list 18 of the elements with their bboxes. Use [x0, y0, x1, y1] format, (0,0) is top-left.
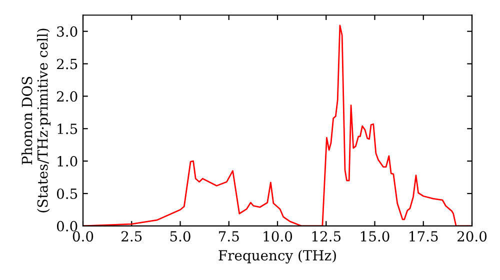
y-tick-label: 3.0	[57, 26, 78, 37]
x-tick-label: 2.5	[122, 231, 142, 242]
x-tick-label: 15.0	[360, 231, 390, 242]
y-tick-label: 1.5	[58, 124, 78, 134]
x-tick-label: 20.0	[457, 231, 487, 242]
x-tick-label: 7.5	[219, 231, 239, 242]
y-axis-title: Phonon DOS (States/THz·primitive cell)	[22, 28, 50, 212]
x-axis-title: Frequency (THz)	[218, 250, 336, 264]
x-tick-label: 5.0	[170, 231, 190, 242]
y-tick-label: 2.5	[56, 58, 78, 70]
x-tick-label: 0.0	[72, 231, 94, 242]
y-tick-label: 0.0	[56, 220, 78, 232]
y-tick-label: 0.5	[56, 188, 78, 199]
x-tick-label: 17.5	[410, 231, 438, 242]
y-tick-label: 2.0	[56, 91, 78, 102]
y-tick-label: 1.0	[58, 156, 78, 167]
x-tick-label: 10.0	[264, 231, 292, 242]
x-tick-label: 12.5	[312, 231, 341, 242]
